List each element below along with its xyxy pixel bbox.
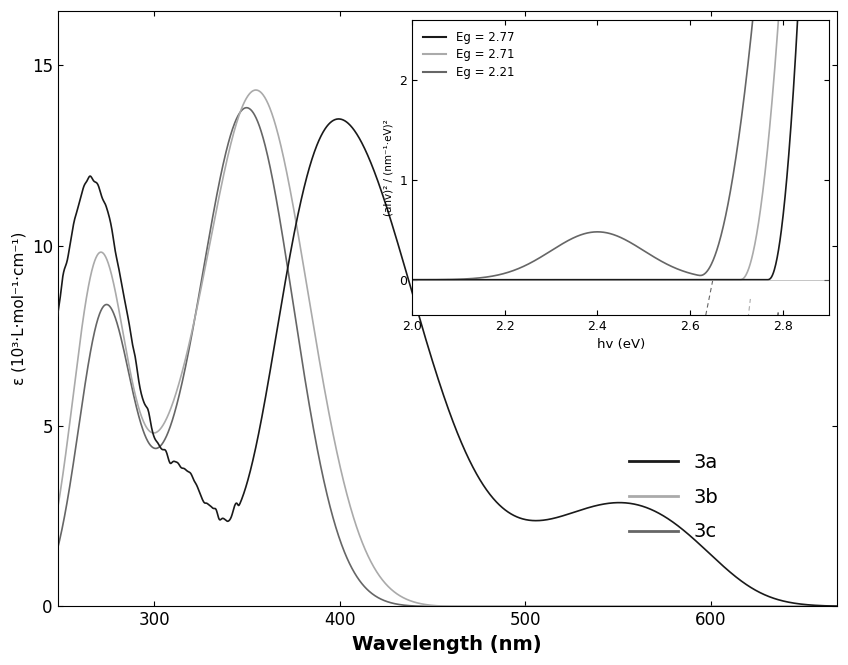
Y-axis label: ε (10³·L·mol⁻¹·cm⁻¹): ε (10³·L·mol⁻¹·cm⁻¹) xyxy=(11,232,26,386)
X-axis label: Wavelength (nm): Wavelength (nm) xyxy=(353,635,542,654)
Legend: 3a, 3b, 3c: 3a, 3b, 3c xyxy=(622,446,726,549)
